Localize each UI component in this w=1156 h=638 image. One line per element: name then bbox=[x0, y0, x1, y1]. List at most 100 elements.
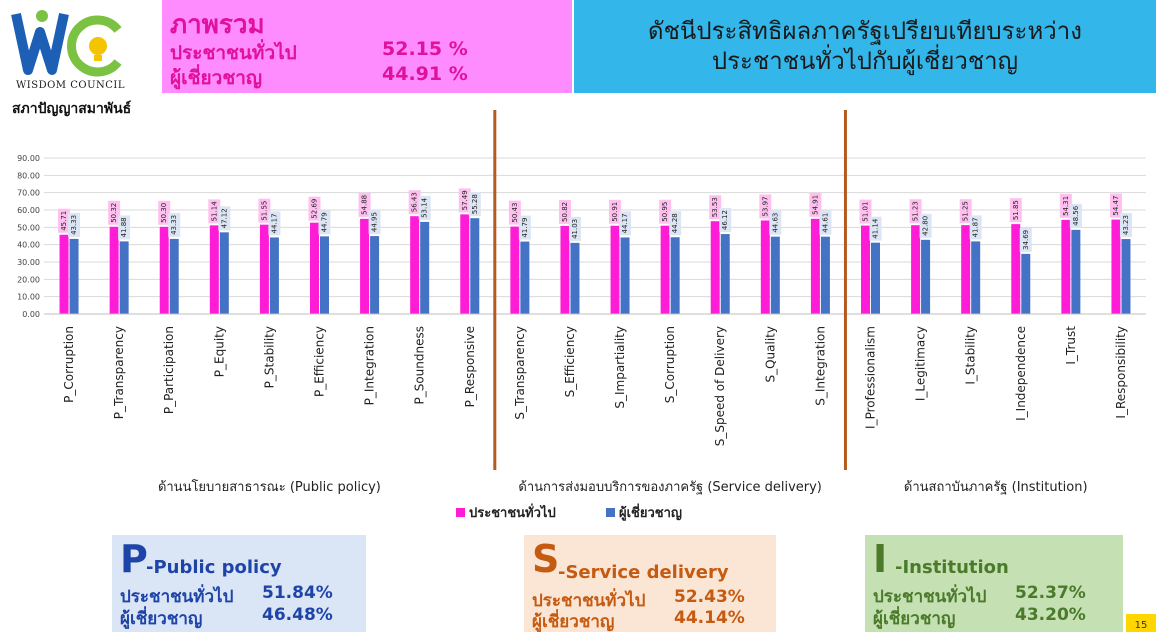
bar bbox=[259, 224, 269, 314]
summary-box-public-policy: P -Public policy ประชาชนทั่วไป 51.84% ผู้… bbox=[112, 535, 366, 632]
data-label: 51.01 bbox=[862, 202, 870, 222]
data-label: 50.30 bbox=[160, 203, 168, 223]
summary-row-label: ผู้เชี่ยวชาญ bbox=[120, 609, 203, 629]
summary-row-label: ประชาชนทั่วไป bbox=[873, 587, 987, 607]
x-tick-label: I_Legitimacy bbox=[914, 326, 928, 401]
data-label-bg bbox=[1009, 198, 1022, 223]
x-tick-label: I_Professionalism bbox=[864, 326, 878, 429]
bar bbox=[1111, 219, 1121, 314]
overview-row-label: ประชาชนทั่วไป bbox=[170, 42, 297, 64]
y-tick-label: 30.00 bbox=[17, 258, 40, 267]
bar bbox=[1061, 219, 1071, 314]
summary-box-service-delivery: S -Service delivery ประชาชนทั่วไป 52.43% … bbox=[524, 535, 776, 632]
data-label: 54.31 bbox=[1062, 196, 1070, 216]
bar bbox=[59, 234, 69, 314]
data-label: 51.14 bbox=[210, 201, 218, 222]
summary-label: -Institution bbox=[895, 557, 1009, 578]
summary-box-institution: I -Institution ประชาชนทั่วไป 52.37% ผู้เช… bbox=[865, 535, 1123, 632]
data-label-bg bbox=[168, 212, 181, 237]
bar bbox=[169, 238, 179, 314]
summary-row-label: ประชาชนทั่วไป bbox=[120, 587, 234, 607]
bar bbox=[310, 222, 319, 314]
summary-row-label: ผู้เชี่ยวชาญ bbox=[873, 609, 956, 629]
bar bbox=[69, 238, 79, 314]
summary-row-label: ผู้เชี่ยวชาญ bbox=[532, 612, 615, 632]
heading-line-1: ดัชนีประสิทธิผลภาครัฐเปรียบเทียบระหว่าง bbox=[648, 17, 1082, 45]
x-tick-label: S_Speed of Delivery bbox=[713, 326, 727, 446]
overview-panel: ภาพรวม ประชาชนทั่วไป 52.15 % ผู้เชี่ยวชา… bbox=[162, 0, 572, 93]
bar bbox=[460, 214, 470, 314]
y-tick-label: 50.00 bbox=[17, 223, 40, 232]
data-label-bg bbox=[959, 199, 972, 224]
x-tick-label: S_Impartiality bbox=[613, 326, 627, 409]
data-label-bg bbox=[68, 212, 81, 237]
bar bbox=[620, 237, 630, 314]
bar bbox=[810, 218, 820, 314]
page-number: 15 bbox=[1126, 614, 1156, 632]
summary-row-value: 52.43% bbox=[674, 587, 745, 607]
bar bbox=[560, 225, 570, 314]
summary-row-label: ประชาชนทั่วไป bbox=[532, 591, 646, 611]
x-tick-label: I_Independence bbox=[1014, 326, 1028, 421]
group-label: ด้านการส่งมอบบริการของภาครัฐ (Service de… bbox=[518, 480, 822, 495]
bar bbox=[360, 218, 370, 314]
data-label: 57.49 bbox=[461, 190, 469, 210]
summary-row-public: ประชาชนทั่วไป 51.84% bbox=[120, 583, 333, 610]
data-label-bg bbox=[568, 216, 581, 241]
overview-row-public: ประชาชนทั่วไป 52.15 % bbox=[170, 38, 468, 68]
bar bbox=[660, 225, 670, 314]
bar bbox=[971, 241, 981, 314]
data-label-bg bbox=[458, 188, 471, 213]
x-tick-label: P_Soundness bbox=[413, 326, 427, 405]
data-label: 44.95 bbox=[371, 212, 379, 232]
data-label: 41.88 bbox=[120, 217, 128, 237]
bar bbox=[1011, 224, 1021, 314]
data-label-bg bbox=[719, 208, 732, 233]
bar bbox=[1121, 239, 1131, 314]
data-label: 56.43 bbox=[411, 192, 419, 212]
data-label-bg bbox=[1119, 213, 1132, 238]
bar bbox=[961, 225, 971, 314]
data-label-bg bbox=[969, 215, 982, 240]
bar bbox=[610, 225, 620, 314]
overview-title: ภาพรวม bbox=[170, 10, 265, 40]
data-label-bg bbox=[609, 199, 622, 224]
bar bbox=[209, 225, 219, 314]
bar bbox=[871, 242, 880, 314]
logo-text-english: WISDOM COUNCIL bbox=[16, 80, 125, 91]
data-label-bg bbox=[1069, 203, 1082, 228]
data-label-bg bbox=[108, 200, 121, 225]
data-label: 46.12 bbox=[721, 210, 729, 230]
bar bbox=[1071, 229, 1081, 314]
data-label-bg bbox=[869, 216, 882, 241]
slide-heading: ดัชนีประสิทธิผลภาครัฐเปรียบเทียบระหว่าง … bbox=[574, 0, 1156, 93]
summary-letter: S bbox=[532, 537, 560, 581]
data-label: 51.55 bbox=[260, 201, 268, 221]
data-label: 41.14 bbox=[872, 218, 880, 239]
data-label-bg bbox=[508, 200, 521, 225]
summary-row-value: 46.48% bbox=[262, 605, 333, 625]
group-label: ด้านนโยบายสาธารณะ (Public policy) bbox=[158, 479, 381, 495]
data-label-bg bbox=[408, 190, 421, 215]
data-label: 43.33 bbox=[170, 215, 178, 235]
data-label-bg bbox=[919, 213, 932, 238]
y-tick-label: 80.00 bbox=[17, 171, 40, 180]
bar bbox=[320, 236, 329, 314]
data-label-bg bbox=[318, 210, 331, 235]
data-label-bg bbox=[759, 194, 772, 219]
bar bbox=[269, 237, 279, 314]
data-label: 48.56 bbox=[1072, 205, 1080, 226]
data-label: 44.63 bbox=[771, 213, 779, 233]
data-label-bg bbox=[468, 192, 481, 217]
data-label: 44.17 bbox=[270, 213, 278, 233]
x-tick-label: P_Transparency bbox=[112, 326, 126, 419]
x-tick-label: S_Integration bbox=[813, 326, 827, 406]
data-label: 45.71 bbox=[60, 211, 68, 231]
summary-row-expert: ผู้เชี่ยวชาญ 46.48% bbox=[120, 605, 333, 632]
overview-row-label: ผู้เชี่ยวชาญ bbox=[170, 67, 263, 89]
data-label-bg bbox=[418, 195, 431, 220]
x-tick-label: P_Stability bbox=[262, 326, 276, 388]
bar bbox=[109, 226, 119, 314]
data-label: 53.14 bbox=[421, 197, 429, 218]
bar bbox=[1021, 253, 1031, 314]
